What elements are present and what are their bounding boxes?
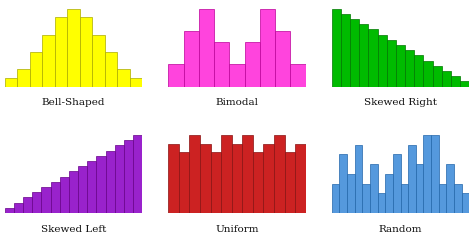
Text: Random: Random bbox=[379, 225, 422, 234]
Bar bbox=[200, 144, 210, 213]
Bar bbox=[408, 145, 416, 213]
Bar bbox=[339, 154, 347, 213]
Text: Bell-Shaped: Bell-Shaped bbox=[42, 98, 105, 107]
Bar bbox=[30, 52, 42, 87]
Bar bbox=[67, 9, 80, 87]
Bar bbox=[355, 145, 362, 213]
Bar bbox=[401, 184, 408, 213]
Bar bbox=[23, 197, 32, 213]
Bar bbox=[275, 31, 291, 87]
Bar bbox=[55, 17, 67, 87]
Bar bbox=[332, 184, 339, 213]
Bar bbox=[190, 135, 200, 213]
Bar bbox=[332, 9, 341, 87]
Bar bbox=[60, 176, 69, 213]
Bar bbox=[133, 135, 142, 213]
Bar bbox=[245, 42, 260, 87]
Bar bbox=[368, 29, 378, 87]
Bar bbox=[105, 52, 117, 87]
Bar bbox=[274, 135, 284, 213]
Bar bbox=[405, 50, 414, 87]
Bar bbox=[229, 64, 245, 87]
Bar bbox=[179, 152, 190, 213]
Bar bbox=[183, 31, 199, 87]
Bar bbox=[350, 19, 359, 87]
Bar bbox=[370, 164, 378, 213]
Bar bbox=[69, 171, 78, 213]
Text: Skewed Right: Skewed Right bbox=[364, 98, 437, 107]
Bar bbox=[416, 164, 423, 213]
Bar bbox=[17, 69, 30, 87]
Bar bbox=[14, 203, 23, 213]
Bar bbox=[378, 194, 385, 213]
Bar bbox=[51, 182, 60, 213]
Bar bbox=[242, 135, 253, 213]
Bar bbox=[264, 144, 274, 213]
Bar bbox=[124, 140, 133, 213]
Bar bbox=[451, 76, 460, 87]
Bar bbox=[393, 154, 401, 213]
Bar bbox=[232, 144, 242, 213]
Bar bbox=[92, 35, 105, 87]
Bar bbox=[168, 144, 179, 213]
Bar bbox=[199, 9, 214, 87]
Bar bbox=[362, 184, 370, 213]
Bar bbox=[96, 156, 106, 213]
Text: Uniform: Uniform bbox=[215, 225, 259, 234]
Bar bbox=[214, 42, 229, 87]
Bar bbox=[168, 64, 183, 87]
Bar bbox=[5, 78, 17, 87]
Bar bbox=[385, 174, 393, 213]
Bar bbox=[454, 184, 462, 213]
Bar bbox=[117, 69, 130, 87]
Bar bbox=[439, 184, 447, 213]
Bar bbox=[378, 35, 387, 87]
Bar bbox=[5, 208, 14, 213]
Bar bbox=[462, 194, 469, 213]
Bar bbox=[433, 66, 442, 87]
Bar bbox=[423, 135, 431, 213]
Bar bbox=[442, 71, 451, 87]
Bar bbox=[210, 152, 221, 213]
Bar bbox=[359, 24, 368, 87]
Bar bbox=[291, 64, 306, 87]
Bar bbox=[87, 161, 96, 213]
Bar bbox=[295, 144, 306, 213]
Bar bbox=[460, 81, 469, 87]
Bar bbox=[284, 152, 295, 213]
Bar bbox=[341, 14, 350, 87]
Bar bbox=[260, 9, 275, 87]
Bar bbox=[221, 135, 232, 213]
Bar bbox=[431, 135, 439, 213]
Bar bbox=[387, 40, 396, 87]
Bar bbox=[253, 152, 264, 213]
Bar bbox=[447, 164, 454, 213]
Bar bbox=[106, 150, 115, 213]
Bar bbox=[115, 145, 124, 213]
Bar bbox=[396, 45, 405, 87]
Bar bbox=[42, 35, 55, 87]
Bar bbox=[423, 61, 433, 87]
Bar bbox=[78, 166, 87, 213]
Bar bbox=[414, 55, 423, 87]
Bar bbox=[80, 17, 92, 87]
Bar bbox=[41, 187, 51, 213]
Text: Bimodal: Bimodal bbox=[216, 98, 258, 107]
Bar bbox=[347, 174, 355, 213]
Text: Skewed Left: Skewed Left bbox=[41, 225, 106, 234]
Bar bbox=[130, 78, 142, 87]
Bar bbox=[32, 192, 41, 213]
